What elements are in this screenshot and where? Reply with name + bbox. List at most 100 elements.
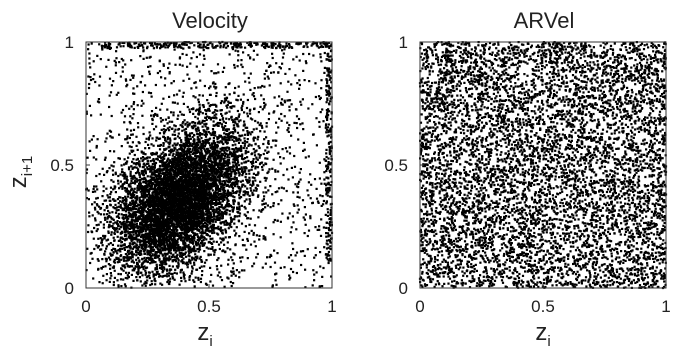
velocity-point xyxy=(252,164,255,168)
velocity-point xyxy=(132,229,135,232)
velocity-point xyxy=(174,259,177,262)
velocity-point xyxy=(228,110,231,113)
velocity-point xyxy=(236,182,239,186)
velocity-point xyxy=(165,197,168,200)
velocity-point xyxy=(211,246,214,249)
velocity-point xyxy=(159,275,162,278)
velocity-point xyxy=(152,249,155,253)
velocity-point xyxy=(177,184,180,187)
velocity-point xyxy=(198,132,202,135)
velocity-point xyxy=(156,210,159,214)
velocity-point xyxy=(217,156,220,159)
velocity-point xyxy=(213,158,216,161)
velocity-point xyxy=(206,168,209,171)
velocity-point xyxy=(172,168,175,172)
velocity-point xyxy=(184,280,187,283)
velocity-point xyxy=(174,268,177,271)
velocity-point xyxy=(195,244,198,247)
velocity-point xyxy=(111,169,114,172)
velocity-point xyxy=(211,185,214,188)
velocity-point xyxy=(140,185,144,188)
velocity-point xyxy=(238,173,241,176)
velocity-point xyxy=(223,181,227,184)
velocity-point xyxy=(196,189,200,192)
velocity-point xyxy=(180,141,183,144)
velocity-point xyxy=(197,133,201,136)
velocity-point xyxy=(182,261,185,264)
velocity-point xyxy=(118,227,121,231)
velocity-point xyxy=(142,239,145,242)
velocity-point xyxy=(283,99,286,102)
velocity-point xyxy=(181,183,184,186)
velocity-point xyxy=(199,165,202,168)
velocity-point xyxy=(231,259,234,262)
velocity-point xyxy=(197,151,200,154)
velocity-point xyxy=(170,223,173,226)
velocity-point xyxy=(246,131,250,134)
velocity-point xyxy=(248,109,251,112)
velocity-point xyxy=(213,198,216,201)
velocity-point xyxy=(163,148,166,151)
velocity-point xyxy=(193,250,196,253)
velocity-point xyxy=(233,165,236,168)
velocity-point xyxy=(187,150,190,153)
velocity-point xyxy=(197,98,200,101)
velocity-point xyxy=(156,174,159,178)
velocity-point xyxy=(120,236,123,239)
velocity-point xyxy=(128,242,131,245)
velocity-point xyxy=(108,280,111,283)
velocity-point xyxy=(147,162,150,165)
velocity-point xyxy=(134,205,137,208)
velocity-point xyxy=(113,258,116,261)
velocity-point xyxy=(96,204,99,207)
velocity-point xyxy=(252,172,255,175)
velocity-point xyxy=(246,187,249,190)
velocity-point xyxy=(180,223,183,226)
velocity-point xyxy=(212,120,215,123)
velocity-title: Velocity xyxy=(172,8,248,33)
velocity-point xyxy=(223,180,226,183)
velocity-point xyxy=(172,227,175,230)
velocity-point xyxy=(243,142,247,145)
velocity-point xyxy=(215,178,218,181)
velocity-point xyxy=(149,175,152,178)
velocity-point xyxy=(212,169,216,172)
velocity-point xyxy=(133,219,136,222)
velocity-point xyxy=(167,240,171,243)
velocity-point xyxy=(151,254,154,257)
velocity-point xyxy=(181,239,184,242)
velocity-point xyxy=(227,128,230,131)
velocity-point xyxy=(106,194,109,197)
velocity-point xyxy=(161,206,164,209)
velocity-point xyxy=(226,193,229,196)
velocity-point xyxy=(135,166,138,169)
velocity-point xyxy=(209,192,212,195)
velocity-point xyxy=(208,150,211,153)
velocity-point xyxy=(206,175,209,178)
velocity-point xyxy=(181,258,184,262)
velocity-point xyxy=(223,150,226,153)
velocity-point xyxy=(154,280,157,283)
velocity-point xyxy=(212,161,215,164)
velocity-point xyxy=(234,215,237,218)
velocity-point xyxy=(252,92,255,95)
velocity-point xyxy=(263,176,266,179)
velocity-point xyxy=(123,171,126,175)
velocity-point xyxy=(203,148,206,151)
velocity-point xyxy=(255,157,258,160)
velocity-point xyxy=(274,178,277,181)
velocity-point xyxy=(159,261,162,264)
velocity-point xyxy=(159,252,162,255)
velocity-point xyxy=(204,116,207,119)
velocity-point xyxy=(191,235,194,239)
velocity-point xyxy=(237,202,240,205)
velocity-point xyxy=(184,191,188,194)
velocity-point xyxy=(165,232,169,235)
velocity-point xyxy=(214,134,217,137)
velocity-point xyxy=(225,174,228,177)
velocity-point xyxy=(167,198,170,201)
velocity-point xyxy=(222,120,225,123)
velocity-point xyxy=(88,215,91,218)
velocity-point xyxy=(185,152,188,155)
velocity-point xyxy=(229,222,232,225)
